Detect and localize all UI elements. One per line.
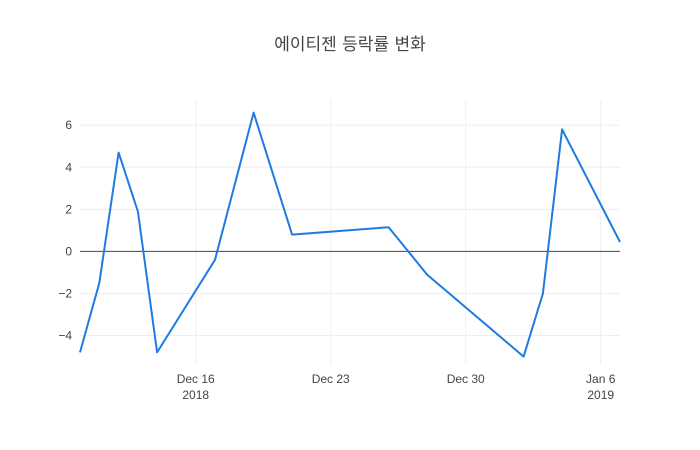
- y-tick-label: 2: [65, 202, 72, 216]
- y-tick-label: −4: [58, 329, 72, 343]
- x-tick-label: Dec 16: [177, 372, 215, 386]
- series-line: [79, 111, 621, 358]
- y-tick-label: 0: [65, 244, 72, 258]
- x-tick-label: Jan 6: [586, 372, 616, 386]
- x-tick-label: Dec 23: [312, 372, 350, 386]
- chart-title: 에이티젠 등락률 변화: [274, 35, 426, 55]
- x-tick-label: Dec 30: [447, 372, 485, 386]
- y-tick-label: −2: [58, 286, 72, 300]
- x-tick-year-label: 2018: [182, 388, 209, 402]
- y-tick-label: 6: [65, 118, 72, 132]
- y-tick-label: 4: [65, 160, 72, 174]
- series-layer: [79, 111, 621, 358]
- axes: Dec 16 2018 Dec 23 Dec 30 Jan 6 2019 −4 −2 0 2 4 6: [58, 118, 620, 402]
- x-tick-year-label: 2019: [587, 388, 614, 402]
